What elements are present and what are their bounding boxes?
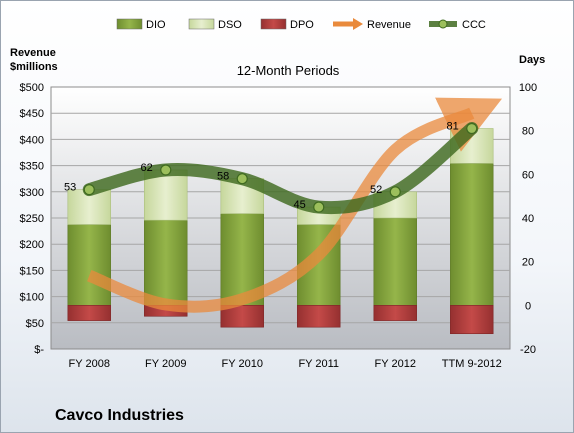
bar-dpo — [373, 305, 417, 321]
legend-item-dio-swatch — [116, 18, 143, 30]
bar-dpo — [67, 305, 111, 321]
left-tick-label: $350 — [20, 161, 44, 173]
category-label: FY 2012 — [375, 358, 416, 370]
bar-dio — [373, 217, 417, 306]
ccc-data-label: 45 — [294, 199, 306, 211]
ccc-data-label: 58 — [217, 171, 229, 183]
left-tick-label: $400 — [20, 134, 44, 146]
data-labels: 53 62 58 45 52 81 — [64, 120, 459, 211]
legend-item-revenue-label: Revenue — [367, 19, 411, 31]
left-tick-label: $150 — [20, 265, 44, 277]
left-tick-label: $200 — [20, 239, 44, 251]
left-tick-label: $450 — [20, 108, 44, 120]
right-tick-label: 0 — [525, 300, 531, 312]
ccc-data-label: 53 — [64, 182, 76, 194]
bar-dio — [144, 219, 188, 306]
category-label: FY 2011 — [298, 358, 339, 370]
category-label: TTM 9-2012 — [442, 358, 502, 370]
category-label: FY 2010 — [222, 358, 263, 370]
lines — [82, 97, 503, 313]
ccc-data-label: 81 — [447, 120, 459, 132]
legend-item-dio-label: DIO — [146, 19, 166, 31]
ccc-point — [313, 201, 325, 213]
right-tick-label: 40 — [522, 213, 534, 225]
legend-item-dso-swatch — [188, 18, 215, 30]
legend-item-dso-label: DSO — [218, 19, 242, 31]
bars — [67, 128, 494, 335]
legend-item-revenue-arrow — [353, 18, 363, 30]
right-tick-label: 20 — [522, 257, 534, 269]
ccc-point — [389, 186, 401, 198]
ccc-point — [83, 184, 95, 196]
ccc-point — [160, 164, 172, 176]
legend-item-ccc-marker — [438, 19, 448, 29]
left-tick-label: $300 — [20, 187, 44, 199]
right-tick-label: 60 — [522, 169, 534, 181]
revenue-line — [87, 97, 503, 313]
legend-item-ccc-label: CCC — [462, 19, 486, 31]
bar-dso — [144, 169, 188, 221]
ccc-point — [236, 173, 248, 185]
category-label: FY 2009 — [145, 358, 186, 370]
bar-dio — [67, 224, 111, 306]
legend-item-dpo-swatch — [260, 18, 287, 30]
bar-dio — [450, 163, 494, 306]
left-tick-label: $- — [34, 344, 44, 356]
right-tick-label: -20 — [520, 344, 536, 356]
left-axis-title-line1: Revenue — [10, 47, 56, 59]
axes: $- $50 $100 $150 $200 $250 $300 $350 $400 $450 $50… — [20, 82, 538, 370]
bar-dpo — [297, 305, 341, 328]
ccc-data-label: 62 — [141, 162, 153, 174]
left-tick-label: $50 — [26, 318, 44, 330]
left-tick-label: $250 — [20, 213, 44, 225]
company-name: Cavco Industries — [55, 407, 184, 424]
left-axis-title-line2: $millions — [10, 61, 58, 73]
bar-dpo — [450, 305, 494, 335]
right-axis-title: Days — [519, 54, 545, 66]
ccc-point — [466, 122, 478, 135]
left-tick-label: $100 — [20, 292, 44, 304]
category-label: FY 2008 — [69, 358, 110, 370]
chart-subtitle: 12-Month Periods — [237, 63, 340, 78]
ccc-data-label: 52 — [370, 184, 382, 196]
right-tick-label: 100 — [519, 82, 537, 94]
right-tick-label: 80 — [522, 126, 534, 138]
left-tick-label: $500 — [20, 82, 44, 94]
legend-item-dpo-label: DPO — [290, 19, 314, 31]
legend: DIO DSO DPO Revenue CCC — [116, 18, 486, 31]
